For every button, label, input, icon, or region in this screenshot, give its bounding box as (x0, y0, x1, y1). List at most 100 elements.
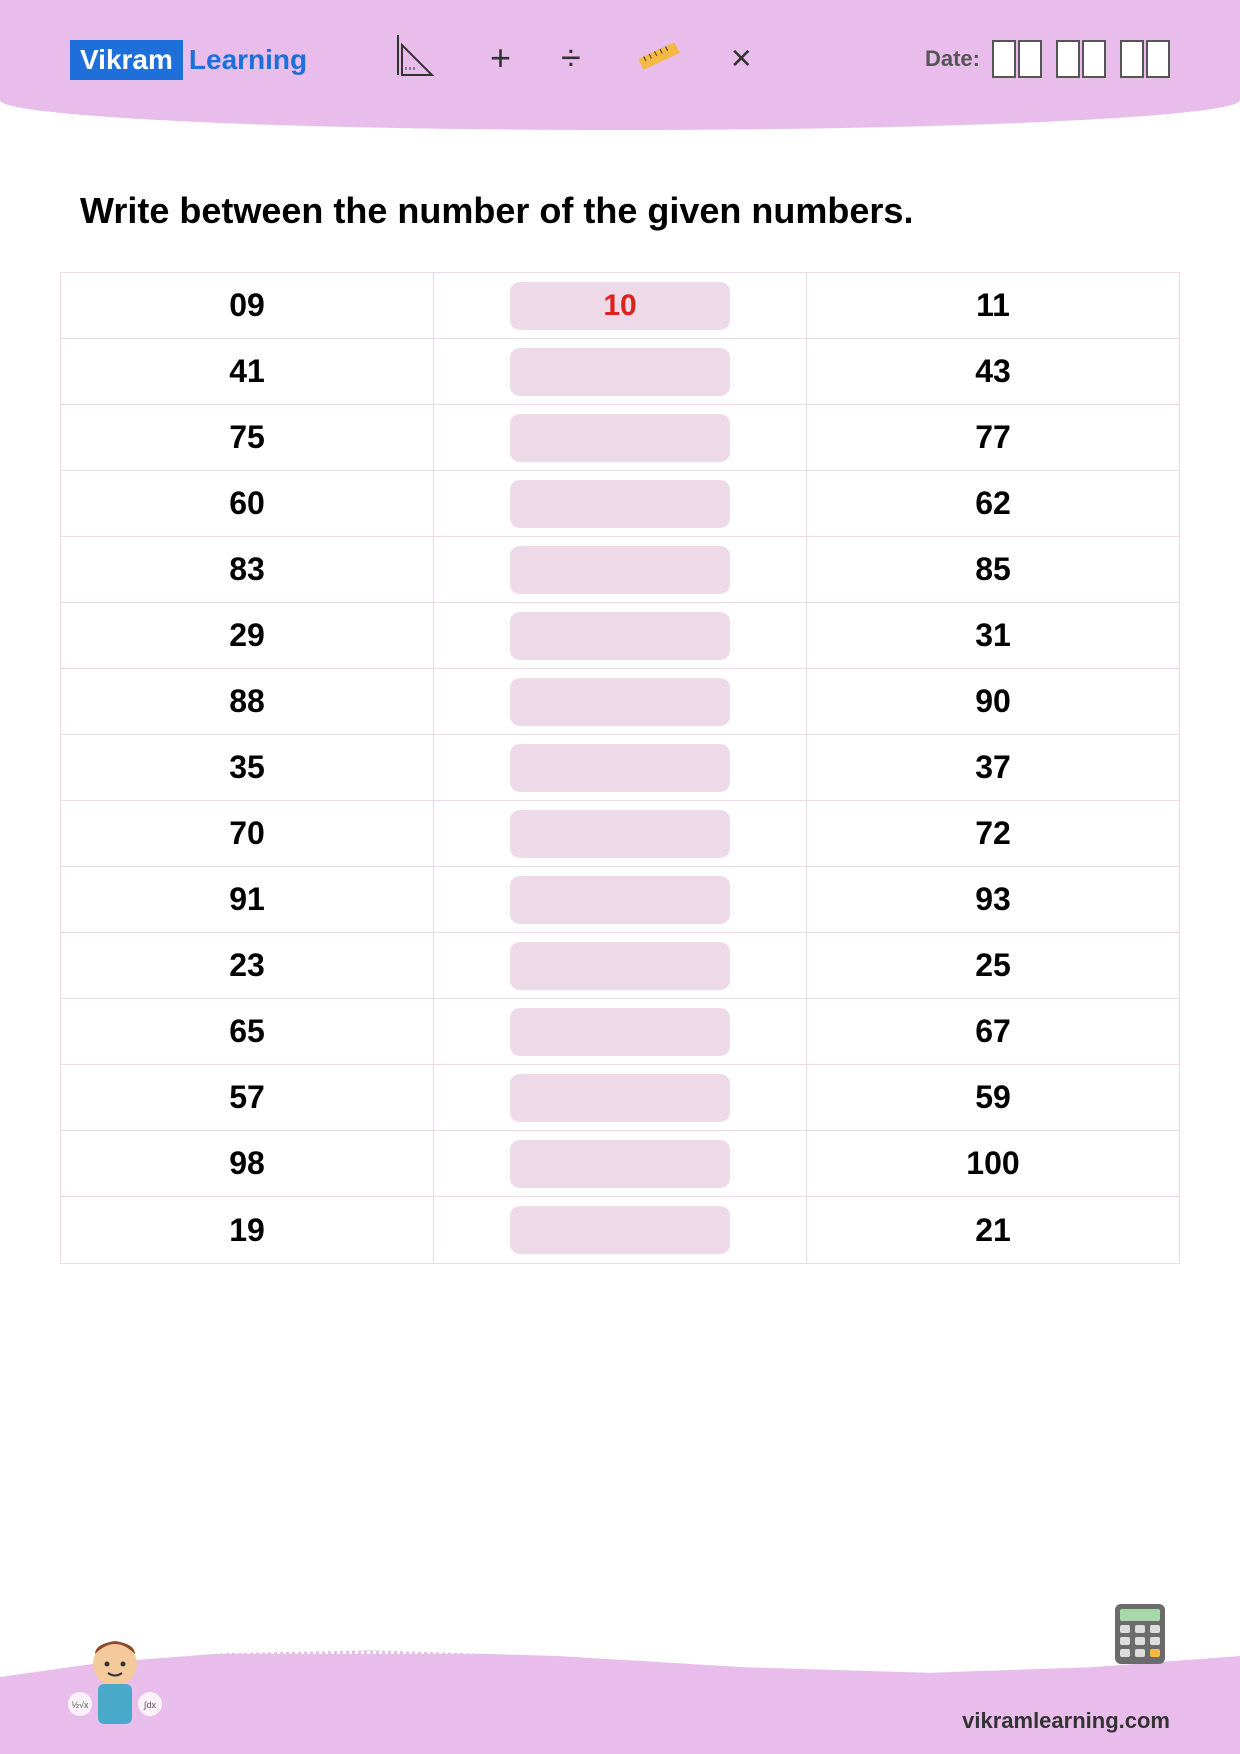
left-number: 88 (61, 669, 434, 734)
answer-box[interactable] (510, 1008, 730, 1056)
right-number: 11 (807, 273, 1179, 338)
dotted-line (0, 1651, 1240, 1654)
right-number: 77 (807, 405, 1179, 470)
triangle-ruler-icon (390, 30, 440, 85)
answer-box[interactable] (510, 876, 730, 924)
right-number: 72 (807, 801, 1179, 866)
logo: Vikram Learning (70, 40, 307, 80)
table-row: 57 59 (61, 1065, 1179, 1131)
table-row: 23 25 (61, 933, 1179, 999)
logo-part1: Vikram (70, 40, 183, 80)
middle-cell (434, 735, 807, 800)
answer-box[interactable] (510, 744, 730, 792)
table-row: 98 100 (61, 1131, 1179, 1197)
left-number: 57 (61, 1065, 434, 1130)
left-number: 70 (61, 801, 434, 866)
date-box[interactable] (1082, 40, 1106, 78)
middle-cell (434, 471, 807, 536)
answer-box[interactable]: 10 (510, 282, 730, 330)
date-box[interactable] (1056, 40, 1080, 78)
answer-box[interactable] (510, 414, 730, 462)
middle-cell (434, 1131, 807, 1196)
divide-icon: ÷ (561, 37, 581, 79)
table-row: 29 31 (61, 603, 1179, 669)
answer-box[interactable] (510, 348, 730, 396)
right-number: 31 (807, 603, 1179, 668)
svg-text:∫dx: ∫dx (143, 1700, 156, 1710)
left-number: 75 (61, 405, 434, 470)
calculator-icon (1110, 1599, 1170, 1674)
table-row: 75 77 (61, 405, 1179, 471)
left-number: 98 (61, 1131, 434, 1196)
middle-cell (434, 933, 807, 998)
table-row: 70 72 (61, 801, 1179, 867)
left-number: 23 (61, 933, 434, 998)
footer-url: vikramlearning.com (962, 1708, 1170, 1734)
right-number: 62 (807, 471, 1179, 536)
header-icons: + ÷ × (390, 30, 752, 85)
date-box[interactable] (992, 40, 1016, 78)
left-number: 09 (61, 273, 434, 338)
table-row: 1921 (61, 1197, 1179, 1263)
date-label: Date: (925, 46, 980, 72)
multiply-icon: × (731, 37, 752, 79)
date-box[interactable] (1120, 40, 1144, 78)
answer-box[interactable] (510, 480, 730, 528)
table-row: 41 43 (61, 339, 1179, 405)
middle-cell (434, 537, 807, 602)
right-number: 43 (807, 339, 1179, 404)
answer-box[interactable] (510, 1206, 730, 1254)
middle-cell (434, 603, 807, 668)
middle-cell (434, 999, 807, 1064)
table-row: 88 90 (61, 669, 1179, 735)
answer-text: 10 (603, 289, 636, 323)
answer-box[interactable] (510, 546, 730, 594)
answer-box[interactable] (510, 942, 730, 990)
instruction: Write between the number of the given nu… (80, 190, 1160, 232)
answer-box[interactable] (510, 1074, 730, 1122)
plus-icon: + (490, 37, 511, 79)
answer-box[interactable] (510, 810, 730, 858)
right-number: 21 (807, 1197, 1179, 1263)
ruler-icon (631, 30, 681, 85)
date-section: Date: (925, 40, 1170, 78)
answer-box[interactable] (510, 1140, 730, 1188)
table-row: 91 93 (61, 867, 1179, 933)
answer-box[interactable] (510, 678, 730, 726)
left-number: 35 (61, 735, 434, 800)
table-row: 6567 (61, 999, 1179, 1065)
right-number: 37 (807, 735, 1179, 800)
left-number: 91 (61, 867, 434, 932)
left-number: 83 (61, 537, 434, 602)
left-number: 19 (61, 1197, 434, 1263)
date-boxes (992, 40, 1170, 78)
right-number: 59 (807, 1065, 1179, 1130)
logo-part2: Learning (183, 44, 307, 76)
table-row: 09 10 11 (61, 273, 1179, 339)
left-number: 41 (61, 339, 434, 404)
middle-cell (434, 867, 807, 932)
middle-cell (434, 405, 807, 470)
right-number: 85 (807, 537, 1179, 602)
middle-cell (434, 1065, 807, 1130)
answer-box[interactable] (510, 612, 730, 660)
left-number: 60 (61, 471, 434, 536)
middle-cell (434, 801, 807, 866)
left-number: 65 (61, 999, 434, 1064)
number-table: 0910114143757760628385293188903537707291… (60, 272, 1180, 1264)
svg-text:½√x: ½√x (72, 1700, 89, 1710)
date-box[interactable] (1146, 40, 1170, 78)
footer: ½√x ∫dx vikramlearning.com (0, 1574, 1240, 1754)
table-row: 83 85 (61, 537, 1179, 603)
right-number: 25 (807, 933, 1179, 998)
date-box[interactable] (1018, 40, 1042, 78)
right-number: 93 (807, 867, 1179, 932)
right-number: 90 (807, 669, 1179, 734)
right-number: 100 (807, 1131, 1179, 1196)
middle-cell: 10 (434, 273, 807, 338)
table-row: 35 37 (61, 735, 1179, 801)
header: Vikram Learning + ÷ × (0, 0, 1240, 130)
table-row: 60 62 (61, 471, 1179, 537)
left-number: 29 (61, 603, 434, 668)
boy-icon: ½√x ∫dx (60, 1629, 170, 1744)
